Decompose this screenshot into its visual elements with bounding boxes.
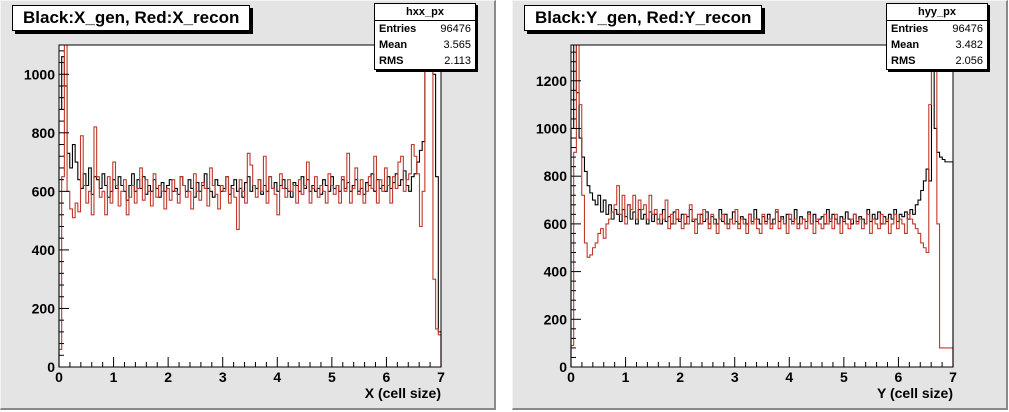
stats-label: Entries	[379, 23, 417, 35]
y-tick-label: 0	[559, 359, 567, 375]
y-tick-label: 1200	[536, 73, 567, 89]
stats-row-entries: Entries 96476	[375, 21, 475, 37]
right-histogram-pad: 0 1 2 3 4 5 6 7 0 200 400 600 800 1000 1200 Y (cell siz…	[512, 0, 1008, 410]
plot-frame	[570, 44, 954, 368]
plot-area	[571, 45, 953, 367]
y-tick-label: 600	[32, 183, 56, 199]
stats-row-mean: Mean 3.482	[887, 37, 987, 53]
y-tick-label: 600	[544, 216, 568, 232]
y-tick-label: 800	[544, 168, 568, 184]
stats-label: RMS	[379, 55, 404, 67]
y-tick-label: 200	[544, 311, 568, 327]
stats-entries: 96476	[952, 23, 983, 35]
x-tick-label: 4	[785, 369, 793, 385]
x-axis-title: Y (cell size)	[877, 385, 953, 401]
y-tick-label: 400	[544, 264, 568, 280]
x-tick-label: 5	[840, 369, 848, 385]
x-tick-label: 7	[437, 369, 445, 385]
stats-label: Mean	[891, 39, 920, 51]
stats-label: RMS	[891, 55, 916, 67]
stats-name: hyy_px	[887, 4, 987, 21]
x-tick-label: 1	[110, 369, 118, 385]
x-tick-label: 3	[731, 369, 739, 385]
y-tick-label: 0	[47, 359, 55, 375]
x-tick-label: 6	[895, 369, 903, 385]
stats-box: hyy_px Entries 96476 Mean 3.482 RMS 2.056	[886, 3, 988, 70]
stats-box: hxx_px Entries 96476 Mean 3.565 RMS 2.113	[374, 3, 476, 70]
x-tick-label: 0	[567, 369, 575, 385]
x-tick-label: 5	[328, 369, 336, 385]
x-histogram-plot: 0 1 2 3 4 5 6 7 0 200 400 600 800 1000 X (cell size)	[24, 44, 445, 401]
chart-title: Black:X_gen, Red:X_recon	[12, 5, 251, 31]
x-tick-label: 6	[383, 369, 391, 385]
chart-title: Black:Y_gen, Red:Y_recon	[524, 5, 763, 31]
x-tick-label: 2	[676, 369, 684, 385]
x-tick-label: 2	[164, 369, 172, 385]
stats-mean: 3.565	[443, 39, 471, 51]
y-tick-label: 800	[32, 125, 56, 141]
y-tick-label: 1000	[536, 120, 567, 136]
stats-row-entries: Entries 96476	[887, 21, 987, 37]
stats-row-rms: RMS 2.113	[375, 53, 475, 69]
x-tick-label: 3	[219, 369, 227, 385]
y-histogram-plot: 0 1 2 3 4 5 6 7 0 200 400 600 800 1000 1200 Y (cell siz…	[536, 44, 957, 401]
stats-label: Entries	[891, 23, 929, 35]
stats-row-rms: RMS 2.056	[887, 53, 987, 69]
stats-entries: 96476	[440, 23, 471, 35]
reconstructed-series-line	[570, 44, 954, 367]
y-tick-label: 200	[32, 300, 56, 316]
stats-rms: 2.113	[444, 55, 471, 67]
x-axis-title: X (cell size)	[365, 385, 441, 401]
x-tick-label: 0	[55, 369, 63, 385]
x-tick-label: 4	[273, 369, 281, 385]
reconstructed-series-line	[58, 44, 442, 367]
plot-frame	[58, 44, 442, 368]
stats-row-mean: Mean 3.565	[375, 37, 475, 53]
left-histogram-pad: 0 1 2 3 4 5 6 7 0 200 400 600 800 1000 X (cell size) B…	[0, 0, 496, 410]
y-tick-label: 400	[32, 242, 56, 258]
x-tick-label: 1	[622, 369, 630, 385]
x-tick-label: 7	[949, 369, 957, 385]
stats-rms: 2.056	[955, 55, 983, 67]
plot-area	[59, 45, 441, 367]
stats-name: hxx_px	[375, 4, 475, 21]
stats-label: Mean	[379, 39, 408, 51]
stats-mean: 3.482	[955, 39, 983, 51]
y-tick-label: 1000	[24, 66, 55, 82]
